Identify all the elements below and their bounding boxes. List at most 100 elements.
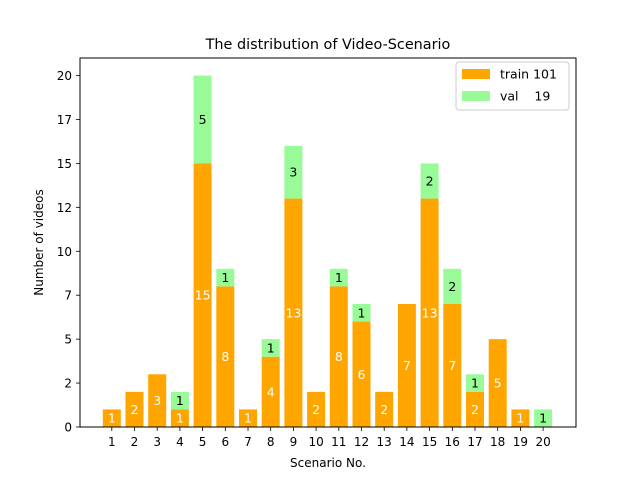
x-tick-label-2: 2 [131,435,139,449]
bar-label-val-17: 1 [471,376,479,391]
bar-label-val-6: 1 [221,270,229,285]
y-tick-label-20: 20 [57,69,72,83]
bar-label-train-5: 15 [195,288,211,303]
bar-label-train-17: 2 [471,402,479,417]
x-axis: 1 2 3 4 5 6 7 8 9 10 11 12 13 14 15 16 17 18 19 20 [108,427,551,449]
legend: train 101 val 19 [455,61,570,111]
bar-train-10 [307,391,326,427]
x-axis-label: Scenario No. [290,456,366,470]
bar-label-train-16: 7 [448,358,456,373]
x-tick-label-11: 11 [331,435,346,449]
bar-label-val-15: 2 [426,174,434,189]
legend-swatch-val [462,91,490,101]
bar-val-12 [352,304,371,322]
bar-train-8 [261,356,280,427]
bar-label-train-9: 13 [285,305,301,320]
x-tick-label-6: 6 [221,435,229,449]
bar-label-train-14: 7 [403,358,411,373]
bar-val-8 [261,339,280,357]
y-tick-label-10: 10 [57,245,72,259]
legend-swatch-train [462,69,490,79]
bar-label-val-4: 1 [176,393,184,408]
x-tick-label-8: 8 [267,435,275,449]
bar-label-train-7: 1 [244,411,252,426]
x-tick-label-12: 12 [354,435,369,449]
bar-label-train-10: 2 [312,402,320,417]
plot-frame [79,57,577,428]
bar-label-train-19: 1 [516,411,524,426]
x-tick-label-20: 20 [535,435,550,449]
x-tick-label-1: 1 [108,435,116,449]
bar-train-15 [420,198,439,427]
bar-val-6 [216,268,235,287]
bar-label-train-2: 2 [131,402,139,417]
x-tick-label-14: 14 [399,435,414,449]
bar-train-13 [375,391,394,427]
x-tick-label-17: 17 [467,435,482,449]
bar-train-16 [443,304,462,427]
x-tick-label-13: 13 [377,435,392,449]
bar-train-19 [511,409,530,427]
bar-train-18 [488,339,507,427]
x-tick-label-10: 10 [308,435,323,449]
x-tick-label-5: 5 [199,435,207,449]
legend-label-val: val 19 [500,89,550,104]
bar-train-14 [397,304,416,427]
bar-train-4 [170,409,189,427]
bar-val-15 [420,163,439,199]
chart-title: The distribution of Video-Scenario [205,37,451,53]
y-tick-label-0: 0 [64,421,72,435]
bar-train-5 [193,163,212,427]
x-tick-label-4: 4 [176,435,184,449]
y-tick-label-5: 5 [64,333,72,347]
bar-label-train-4: 1 [176,411,184,426]
bar-train-9 [284,198,303,427]
bar-train-6 [216,286,235,427]
bar-train-12 [352,321,371,427]
bar-layer [102,75,553,427]
bar-val-17 [466,374,484,392]
bar-label-train-8: 4 [267,384,275,399]
bar-label-train-1: 1 [108,411,116,426]
bar-train-1 [102,409,121,427]
legend-label-train: train 101 [500,67,557,82]
bar-val-20 [534,409,553,427]
bar-label-val-12: 1 [358,305,366,320]
y-tick-label-15: 15 [57,157,72,171]
bar-label-train-15: 13 [422,305,438,320]
bar-val-16 [443,268,462,304]
x-tick-label-3: 3 [153,435,161,449]
bar-label-val-9: 3 [289,165,297,180]
x-tick-label-16: 16 [445,435,460,449]
x-tick-label-15: 15 [422,435,437,449]
bar-val-5 [193,75,212,164]
bar-val-11 [329,268,348,287]
bar-val-4 [170,391,189,410]
x-tick-label-7: 7 [244,435,252,449]
bar-label-val-5: 5 [199,112,207,127]
bar-label-val-16: 2 [448,279,456,294]
bar-label-train-6: 8 [221,349,229,364]
bar-train-3 [148,374,167,427]
bar-train-2 [125,391,144,427]
y-tick-label-17: 17 [57,113,72,127]
bar-train-17 [466,391,484,427]
x-tick-label-19: 19 [513,435,528,449]
bar-label-train-18: 5 [494,376,502,391]
bar-label-val-11: 1 [335,270,343,285]
y-tick-label-2: 2 [64,377,72,391]
bar-label-train-11: 8 [335,349,343,364]
bar-train-11 [329,286,348,427]
y-axis: 0 2 5 7 10 12 15 17 20 [57,69,80,435]
bar-label-val-20: 1 [539,411,547,426]
bar-label-train-13: 2 [380,402,388,417]
y-tick-label-12: 12 [57,201,72,215]
y-axis-label: Number of videos [32,189,46,295]
bar-train-7 [239,409,257,427]
y-tick-label-7: 7 [64,289,72,303]
x-tick-label-9: 9 [290,435,298,449]
x-tick-label-18: 18 [490,435,505,449]
bar-label-train-3: 3 [153,393,161,408]
